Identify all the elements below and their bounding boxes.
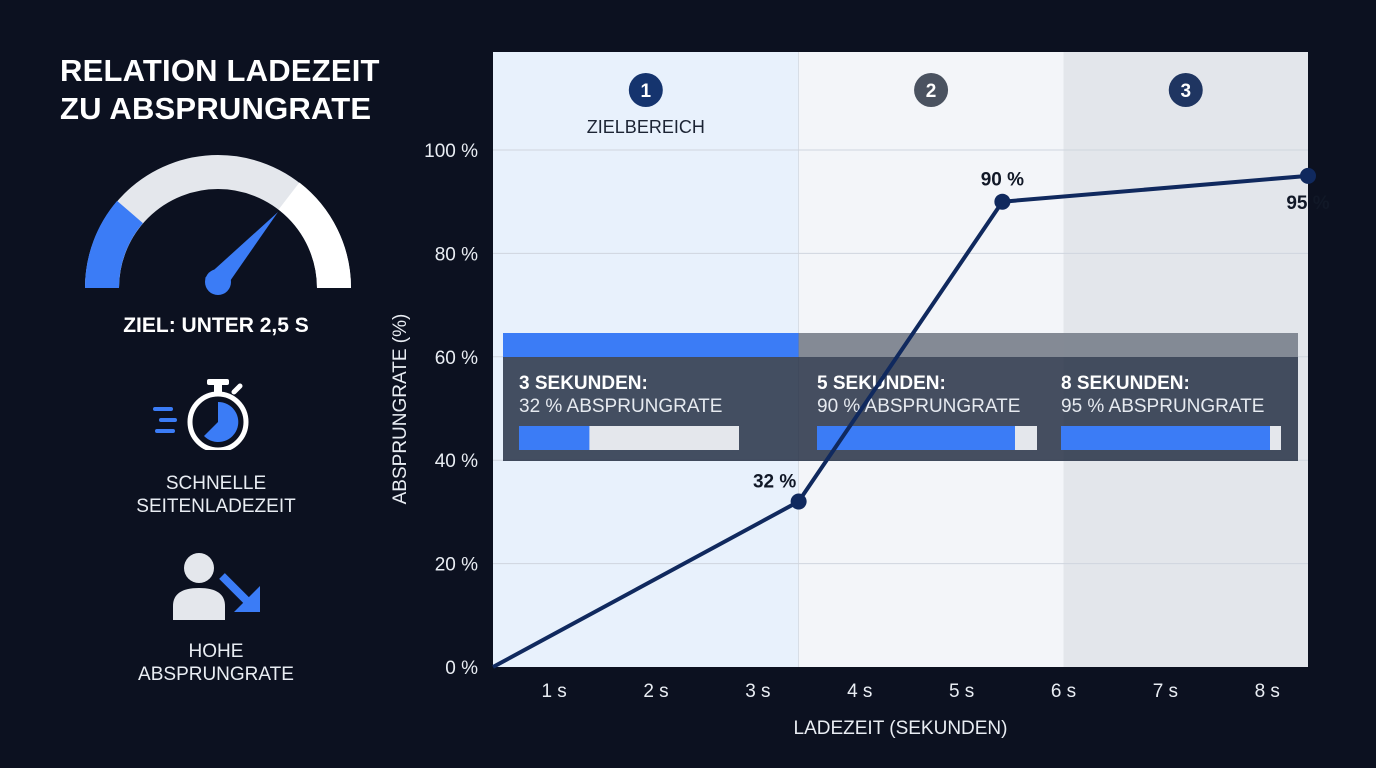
x-tick-label: 8 s — [1255, 681, 1280, 702]
user-arrow-down-icon — [173, 553, 260, 620]
zone-2-badge-number: 2 — [926, 81, 937, 102]
stopwatch-icon — [153, 379, 249, 450]
zone-1-badge — [628, 73, 663, 107]
speedometer-icon — [84, 155, 352, 295]
callout-progress-fill — [817, 426, 1015, 450]
callout-subtitle: 32 % ABSPRUNGRATE — [519, 396, 722, 417]
data-point — [1300, 167, 1316, 184]
zone-2-badge — [914, 73, 949, 107]
y-axis-label: ABSPRUNGRATE (%) — [390, 314, 411, 505]
x-tick-label: 3 s — [745, 681, 770, 702]
goal-label: ZIEL: UNTER 2,5 S — [123, 314, 309, 337]
callout-progress-fill — [519, 426, 590, 450]
zone-3-badge — [1168, 73, 1203, 107]
callout-title: 8 SEKUNDEN: — [1061, 373, 1190, 394]
title-line-1: RELATION LADEZEIT — [60, 53, 380, 88]
y-tick-label: 0 % — [445, 658, 478, 679]
callout-subtitle: 95 % ABSPRUNGRATE — [1061, 396, 1264, 417]
y-tick-label: 20 % — [435, 555, 478, 576]
callout-title: 3 SEKUNDEN: — [519, 373, 648, 394]
zone-1-badge-number: 1 — [641, 81, 652, 102]
feature-fast-load-label: SCHNELLE SEITENLADEZEIT — [136, 473, 296, 517]
callout-subtitle: 90 % ABSPRUNGRATE — [817, 396, 1020, 417]
callout-progress-fill — [1061, 426, 1270, 450]
bounce-rate-line — [492, 173, 1309, 669]
data-point — [790, 493, 807, 510]
y-tick-label: 80 % — [435, 244, 478, 265]
x-tick-label: 1 s — [541, 681, 566, 702]
zone-1-label: ZIELBEREICH — [587, 117, 705, 137]
x-axis-label: LADEZEIT (SEKUNDEN) — [794, 718, 1008, 739]
data-point — [994, 193, 1011, 210]
callout-panel-header — [798, 333, 1298, 357]
data-label: 32 % — [753, 472, 796, 493]
callout-title: 5 SEKUNDEN: — [817, 373, 946, 394]
callout-panel-accent-bar — [503, 333, 799, 357]
x-tick-label: 4 s — [847, 681, 872, 702]
data-label: 95 % — [1286, 193, 1329, 214]
zone-3-badge-number: 3 — [1180, 81, 1191, 102]
data-label: 90 % — [981, 170, 1024, 191]
x-tick-label: 2 s — [643, 681, 668, 702]
x-tick-label: 5 s — [949, 681, 974, 702]
y-tick-label: 60 % — [435, 348, 478, 369]
y-tick-label: 100 % — [424, 141, 478, 162]
feature-high-bounce-label: HOHE ABSPRUNGRATE — [138, 641, 294, 685]
page-title: RELATION LADEZEIT ZU ABSPRUNGRATE — [60, 52, 380, 128]
x-tick-label: 6 s — [1051, 681, 1076, 702]
title-line-2: ZU ABSPRUNGRATE — [60, 91, 372, 126]
x-tick-label: 7 s — [1153, 681, 1178, 702]
y-tick-label: 40 % — [435, 451, 478, 472]
